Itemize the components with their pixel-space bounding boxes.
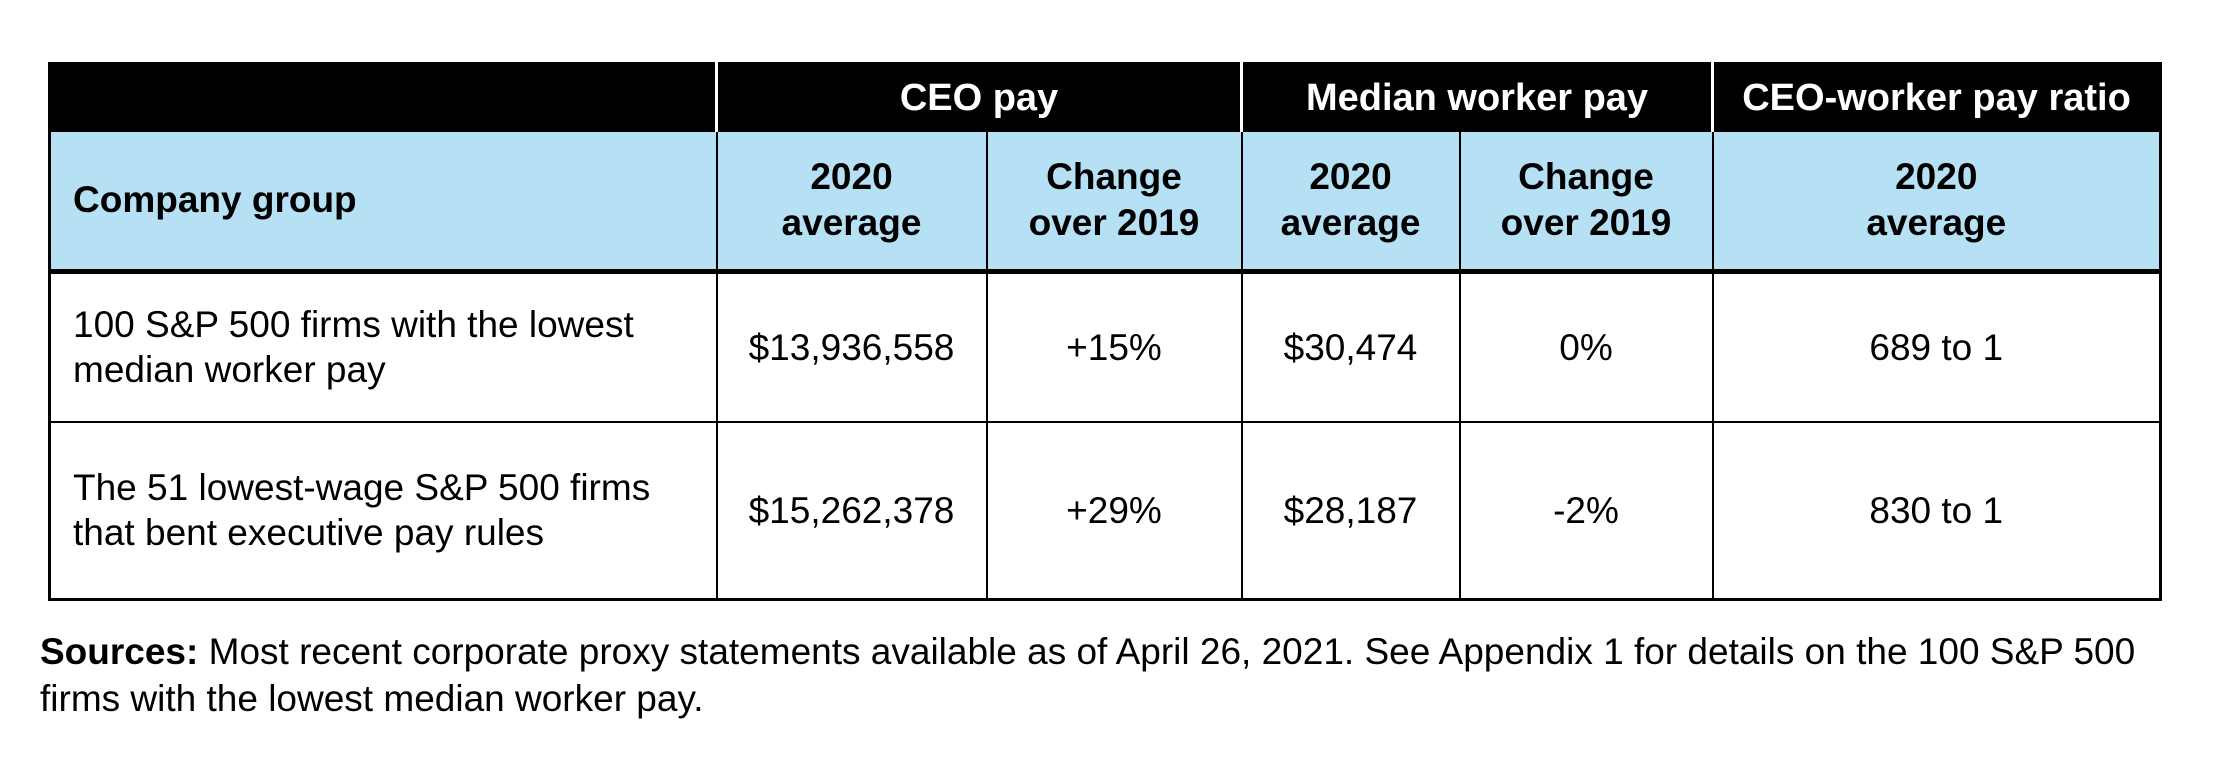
ceo-pay-change-cell: +29%	[985, 420, 1243, 601]
sources-note: Sources: Most recent corporate proxy sta…	[40, 628, 2192, 722]
header-ceo-worker-pay-ratio: CEO-worker pay ratio	[1712, 63, 2163, 132]
ceo-worker-pay-table: CEO pay Median worker pay CEO-worker pay…	[48, 62, 2163, 601]
sources-label: Sources:	[40, 631, 199, 672]
worker-pay-average-cell: $28,187	[1240, 420, 1461, 601]
worker-pay-change-cell: 0%	[1458, 270, 1714, 423]
ceo-pay-change-cell: +15%	[985, 270, 1243, 423]
pay-ratio-cell: 830 to 1	[1711, 420, 2162, 601]
worker-pay-average-cell: $30,474	[1240, 270, 1461, 423]
company-group-cell: The 51 lowest-wage S&P 500 firms that be…	[48, 420, 718, 601]
ceo-pay-average-cell: $15,262,378	[715, 420, 988, 601]
header-ceo-pay: CEO pay	[716, 63, 1244, 132]
sources-text: Most recent corporate proxy statements a…	[40, 631, 2136, 719]
ceo-pay-average-cell: $13,936,558	[715, 270, 988, 423]
header-median-worker-pay: Median worker pay	[1241, 63, 1715, 132]
subheader-worker-change-over-2019: Change over 2019	[1459, 131, 1714, 274]
subheader-ratio-2020-average: 2020 average	[1712, 131, 2162, 274]
worker-pay-change-cell: -2%	[1458, 420, 1714, 601]
subheader-worker-2020-average: 2020 average	[1241, 131, 1461, 274]
company-group-cell: 100 S&P 500 firms with the lowest median…	[48, 270, 718, 423]
subheader-ceo-2020-average: 2020 average	[716, 131, 988, 274]
table-row-lowest-wage-51: The 51 lowest-wage S&P 500 firms that be…	[48, 420, 2162, 601]
blank-header-cell	[49, 63, 718, 132]
group-header-row: CEO pay Median worker pay CEO-worker pay…	[49, 63, 2163, 132]
subheader-ceo-change-over-2019: Change over 2019	[986, 131, 1243, 274]
table-row-lowest-100: 100 S&P 500 firms with the lowest median…	[48, 270, 2162, 423]
pay-ratio-cell: 689 to 1	[1711, 270, 2162, 423]
subheader-company-group: Company group	[49, 131, 718, 274]
sub-header-row: Company group 2020 average Change over 2…	[49, 131, 2162, 274]
